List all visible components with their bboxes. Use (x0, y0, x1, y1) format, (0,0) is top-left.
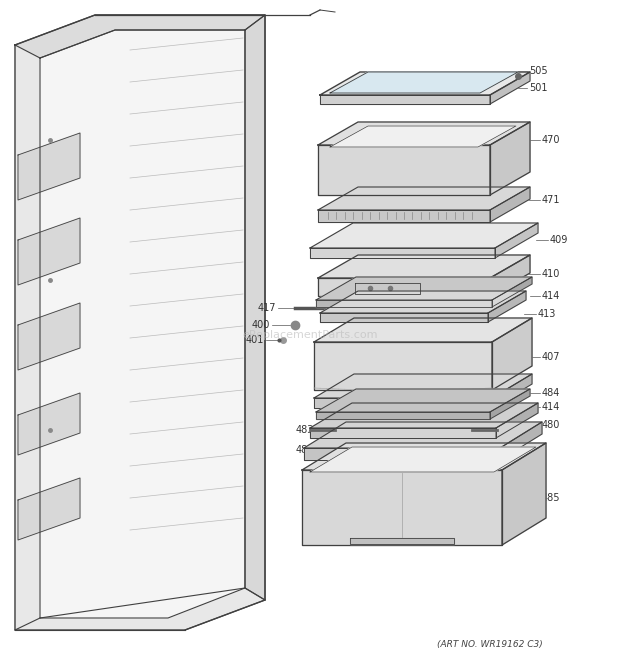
Polygon shape (330, 126, 516, 147)
Polygon shape (318, 210, 490, 222)
Polygon shape (316, 300, 492, 307)
Polygon shape (492, 277, 532, 307)
Polygon shape (490, 72, 530, 104)
Polygon shape (304, 422, 542, 448)
Text: 400: 400 (252, 320, 270, 330)
Text: 505: 505 (529, 66, 547, 76)
Polygon shape (320, 313, 488, 322)
Text: 418: 418 (337, 282, 355, 292)
Polygon shape (40, 30, 245, 618)
Text: 483: 483 (296, 425, 314, 435)
Text: 485: 485 (542, 493, 560, 503)
Polygon shape (316, 389, 530, 412)
Text: eReplacementParts.com: eReplacementParts.com (242, 330, 378, 340)
Polygon shape (318, 122, 530, 145)
Text: 414: 414 (542, 402, 560, 412)
Polygon shape (18, 133, 80, 200)
Polygon shape (245, 15, 265, 600)
Polygon shape (355, 283, 420, 294)
Polygon shape (310, 403, 538, 428)
Polygon shape (502, 443, 546, 545)
Polygon shape (310, 248, 495, 258)
Text: 484: 484 (542, 388, 560, 398)
Polygon shape (314, 374, 532, 398)
Polygon shape (320, 72, 530, 95)
Polygon shape (492, 318, 532, 390)
Polygon shape (316, 277, 532, 300)
Polygon shape (18, 478, 80, 540)
Polygon shape (320, 291, 526, 313)
Polygon shape (18, 303, 80, 370)
Polygon shape (18, 218, 80, 285)
Polygon shape (490, 187, 530, 222)
Text: 480: 480 (542, 420, 560, 430)
Polygon shape (310, 428, 496, 438)
Polygon shape (492, 374, 532, 408)
Polygon shape (314, 342, 492, 390)
Polygon shape (495, 223, 538, 258)
Text: 409: 409 (550, 235, 569, 245)
Polygon shape (490, 255, 530, 296)
Text: 410: 410 (542, 269, 560, 279)
Text: 486: 486 (296, 445, 314, 455)
Polygon shape (318, 278, 490, 296)
Polygon shape (318, 187, 530, 210)
Text: 417: 417 (257, 303, 276, 313)
Polygon shape (496, 403, 538, 438)
Polygon shape (18, 393, 80, 455)
Polygon shape (320, 95, 490, 104)
Polygon shape (310, 447, 536, 472)
Polygon shape (490, 122, 530, 195)
Polygon shape (488, 291, 526, 322)
Text: 471: 471 (542, 195, 560, 205)
Polygon shape (314, 398, 492, 408)
Polygon shape (318, 145, 490, 195)
Polygon shape (330, 72, 518, 93)
Text: 413: 413 (538, 309, 556, 319)
Text: 407: 407 (542, 352, 560, 362)
Polygon shape (318, 255, 530, 278)
Polygon shape (15, 15, 265, 58)
Polygon shape (316, 412, 490, 419)
Polygon shape (302, 470, 502, 545)
Polygon shape (310, 223, 538, 248)
Text: 401: 401 (246, 335, 264, 345)
Polygon shape (304, 448, 500, 460)
Text: 470: 470 (542, 135, 560, 145)
Text: 414: 414 (542, 291, 560, 301)
Polygon shape (314, 318, 532, 342)
Text: (ART NO. WR19162 C3): (ART NO. WR19162 C3) (437, 641, 543, 650)
Polygon shape (15, 15, 265, 630)
Polygon shape (350, 538, 454, 544)
Polygon shape (490, 389, 530, 419)
Polygon shape (302, 443, 546, 470)
Polygon shape (500, 422, 542, 460)
Text: 501: 501 (529, 83, 547, 93)
